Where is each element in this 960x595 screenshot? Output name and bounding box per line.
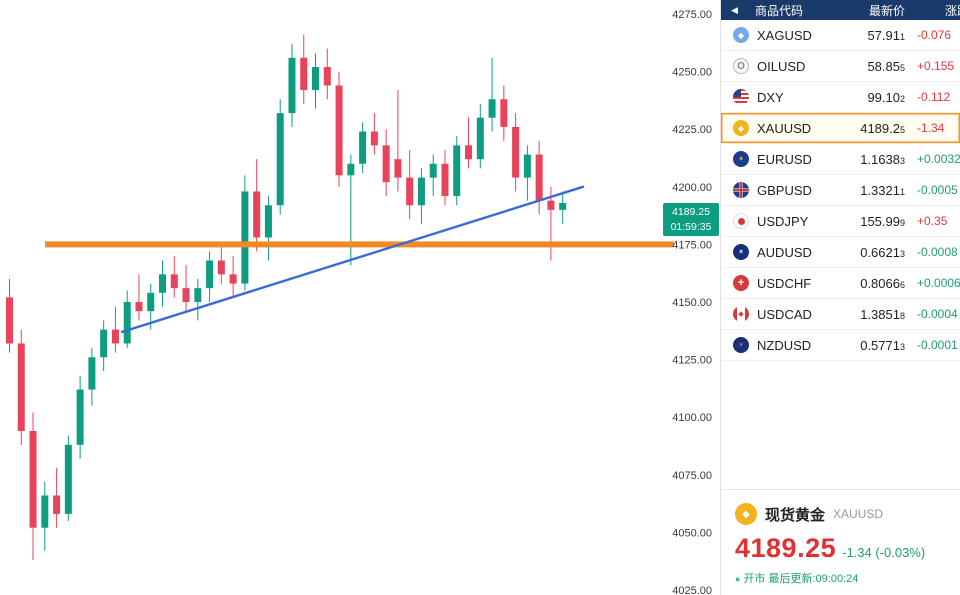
collapse-icon[interactable]: ◀ bbox=[731, 4, 738, 15]
svg-text:4250.00: 4250.00 bbox=[672, 67, 712, 79]
row-symbol: XAGUSD bbox=[757, 27, 812, 43]
svg-text:4175.00: 4175.00 bbox=[672, 239, 712, 251]
row-change: -0.0008 bbox=[917, 245, 958, 259]
row-symbol: USDCAD bbox=[757, 306, 812, 322]
row-symbol: XAUUSD bbox=[757, 120, 812, 136]
watchlist-panel: ◀ 商品代码 最新价 涨跌幅 XAGUSD 57.911 -0.076 OILU… bbox=[720, 0, 960, 595]
detail-header: 现货黄金 XAUUSD bbox=[735, 503, 960, 525]
panel-spacer bbox=[721, 361, 960, 489]
row-price: 4189.25 bbox=[860, 120, 905, 136]
detail-price: 4189.25 bbox=[735, 533, 837, 563]
row-change: -0.0004 bbox=[917, 307, 958, 321]
row-price: 0.66213 bbox=[860, 244, 905, 260]
row-price: 1.16383 bbox=[860, 151, 905, 167]
row-change: +0.35 bbox=[917, 214, 948, 228]
market-open-dot: ● bbox=[735, 574, 741, 584]
svg-text:4225.00: 4225.00 bbox=[672, 124, 712, 136]
row-price: 1.38518 bbox=[860, 306, 905, 322]
row-symbol: DXY bbox=[757, 89, 784, 105]
watchlist-row-nzdusd[interactable]: NZDUSD 0.57713 -0.0001 bbox=[721, 330, 960, 361]
row-change: -0.112 bbox=[917, 90, 951, 104]
row-symbol: NZDUSD bbox=[757, 337, 812, 353]
row-price: 1.33211 bbox=[860, 182, 905, 198]
row-price: 58.855 bbox=[867, 58, 905, 74]
svg-text:4125.00: 4125.00 bbox=[672, 355, 712, 367]
market-status: ● 开市 最后更新:09:00:24 bbox=[735, 570, 960, 586]
svg-text:4100.00: 4100.00 bbox=[672, 412, 712, 424]
row-symbol: EURUSD bbox=[757, 151, 812, 167]
row-change: -0.0001 bbox=[917, 338, 958, 352]
row-change: +0.155 bbox=[917, 59, 955, 73]
watchlist-row-xagusd[interactable]: XAGUSD 57.911 -0.076 bbox=[721, 20, 960, 51]
market-status-text: 开市 最后更新:09:00:24 bbox=[743, 573, 859, 585]
instrument-detail: 现货黄金 XAUUSD 4189.25 -1.34 (-0.03%) ●开市 最… bbox=[721, 489, 960, 595]
row-symbol: AUDUSD bbox=[757, 244, 812, 260]
detail-price-row: 4189.25 -1.34 (-0.03%) bbox=[735, 533, 960, 564]
flag-icon-ch bbox=[733, 275, 749, 291]
countdown-time: 01:59:35 bbox=[670, 221, 712, 234]
price-column-header: 最新价 bbox=[868, 3, 905, 18]
watchlist-row-eurusd[interactable]: EURUSD 1.16383 +0.0032 bbox=[721, 144, 960, 175]
change-column-header: 涨跌幅 bbox=[945, 3, 960, 18]
svg-text:4200.00: 4200.00 bbox=[672, 182, 712, 194]
watchlist: XAGUSD 57.911 -0.076 OILUSD 58.855 +0.15… bbox=[721, 20, 960, 361]
svg-text:4050.00: 4050.00 bbox=[672, 527, 712, 539]
row-symbol: GBPUSD bbox=[757, 182, 812, 198]
svg-text:4150.00: 4150.00 bbox=[672, 297, 712, 309]
row-change: +0.0006 bbox=[917, 276, 960, 290]
watchlist-row-usdjpy[interactable]: USDJPY 155.999 +0.35 bbox=[721, 206, 960, 237]
watchlist-row-usdchf[interactable]: USDCHF 0.80666 +0.0006 bbox=[721, 268, 960, 299]
flag-icon-jp bbox=[733, 213, 749, 229]
instrument-symbol: XAUUSD bbox=[833, 507, 884, 521]
flag-icon-au bbox=[733, 244, 749, 260]
watchlist-row-gbpusd[interactable]: GBPUSD 1.33211 -0.0005 bbox=[721, 175, 960, 206]
row-symbol: USDJPY bbox=[757, 213, 809, 229]
candlestick-chart[interactable]: 4275.00 4250.00 4225.00 4200.00 4175.00 4150.… bbox=[0, 0, 720, 595]
watchlist-row-audusd[interactable]: AUDUSD 0.66213 -0.0008 bbox=[721, 237, 960, 268]
symbol-column-header: 商品代码 bbox=[755, 3, 804, 18]
detail-change: -1.34 (-0.03%) bbox=[842, 545, 926, 560]
row-change: +0.0032 bbox=[917, 152, 960, 166]
row-price: 57.911 bbox=[867, 27, 905, 43]
svg-text:4025.00: 4025.00 bbox=[672, 585, 712, 595]
instrument-name: 现货黄金 bbox=[765, 506, 826, 524]
svg-text:4075.00: 4075.00 bbox=[672, 470, 712, 482]
flag-icon-uk bbox=[733, 182, 749, 198]
row-symbol: USDCHF bbox=[757, 275, 812, 291]
row-price: 155.999 bbox=[860, 213, 905, 229]
flag-icon-silver bbox=[733, 27, 749, 43]
chart-area[interactable]: 4275.00 4250.00 4225.00 4200.00 4175.00 4150.… bbox=[0, 0, 720, 595]
last-price: 4189.25 bbox=[672, 205, 710, 218]
last-price-badge: 4189.25 01:59:35 bbox=[663, 202, 719, 236]
watchlist-header: ◀ 商品代码 最新价 涨跌幅 bbox=[721, 0, 960, 20]
row-price: 0.80666 bbox=[860, 275, 905, 291]
flag-icon-ca bbox=[733, 306, 749, 322]
watchlist-row-dxy[interactable]: DXY 99.102 -0.112 bbox=[721, 82, 960, 113]
svg-text:4275.00: 4275.00 bbox=[672, 9, 712, 21]
watchlist-row-oilusd[interactable]: OILUSD 58.855 +0.155 bbox=[721, 51, 960, 82]
row-change: -1.34 bbox=[917, 121, 945, 135]
flag-icon-eu bbox=[733, 151, 749, 167]
flag-icon-us bbox=[733, 89, 749, 105]
flag-icon-oil bbox=[733, 58, 749, 74]
row-change: -0.076 bbox=[917, 28, 952, 42]
watchlist-row-xauusd[interactable]: XAUUSD 4189.25 -1.34 bbox=[721, 113, 960, 144]
gold-icon bbox=[735, 503, 757, 525]
row-price: 99.102 bbox=[867, 89, 905, 105]
watchlist-row-usdcad[interactable]: USDCAD 1.38518 -0.0004 bbox=[721, 299, 960, 330]
row-symbol: OILUSD bbox=[757, 58, 806, 74]
flag-icon-gold bbox=[733, 120, 749, 136]
flag-icon-nz bbox=[733, 337, 749, 353]
row-change: -0.0005 bbox=[917, 183, 958, 197]
row-price: 0.57713 bbox=[860, 337, 905, 353]
